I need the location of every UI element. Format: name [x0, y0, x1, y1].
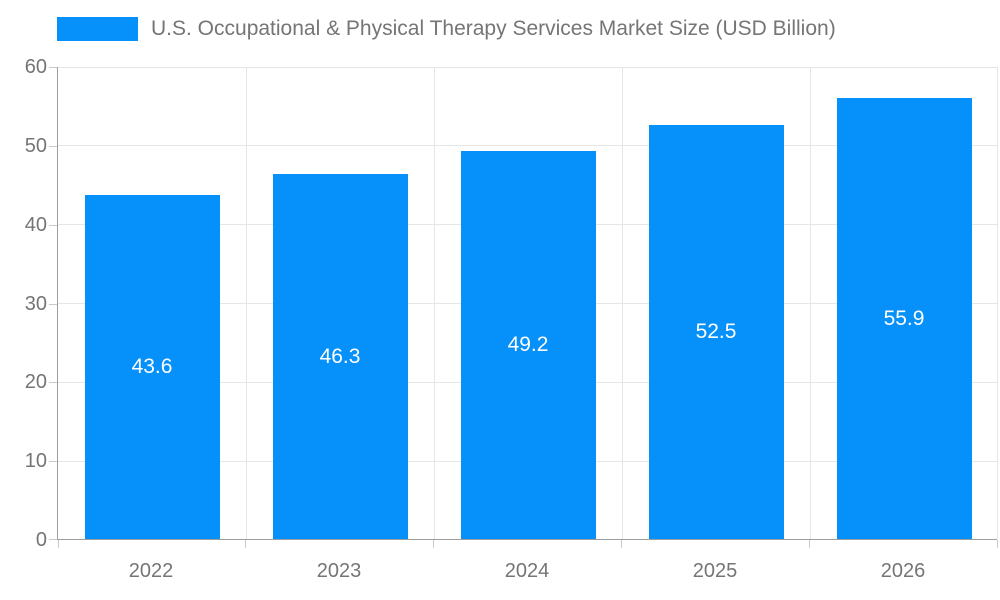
y-axis-label: 60: [24, 56, 47, 78]
x-axis-tick: [58, 540, 59, 548]
x-axis-tick: [621, 540, 622, 548]
y-axis-label: 20: [24, 371, 47, 394]
y-axis-label: 0: [35, 529, 47, 551]
gridline-vertical: [997, 67, 998, 539]
x-axis-label: 2026: [880, 560, 926, 582]
bar-value-label: 55.9: [883, 306, 925, 330]
bar[interactable]: 46.3: [272, 174, 408, 539]
x-axis-label: 2023: [316, 560, 362, 582]
gridline-vertical: [622, 67, 623, 539]
bar[interactable]: 43.6: [84, 195, 220, 539]
chart-title: U.S. Occupational & Physical Therapy Ser…: [151, 17, 836, 40]
y-axis-tick: [49, 539, 57, 540]
y-axis-label: 40: [24, 213, 47, 236]
x-axis-tick: [245, 540, 246, 548]
y-axis-tick: [49, 67, 57, 68]
x-axis-tick: [997, 540, 998, 548]
bar-value-label: 49.2: [507, 333, 549, 357]
bar[interactable]: 55.9: [836, 98, 972, 539]
gridline-vertical: [246, 67, 247, 539]
y-axis-tick: [49, 224, 57, 226]
y-axis-tick: [49, 145, 57, 147]
x-axis-label: 2025: [692, 560, 738, 582]
bar[interactable]: 52.5: [648, 125, 784, 539]
x-axis-label: 2024: [504, 560, 550, 582]
gridline-vertical: [434, 67, 435, 539]
gridline-vertical: [810, 67, 811, 539]
y-axis-tick: [49, 382, 57, 384]
bar[interactable]: 49.2: [460, 151, 596, 539]
x-axis-tick: [809, 540, 810, 548]
y-axis-label: 30: [24, 292, 47, 315]
legend-swatch: [57, 17, 138, 41]
bar-value-label: 46.3: [319, 344, 361, 368]
y-axis-tick: [49, 303, 57, 305]
gridline-horizontal: [58, 145, 997, 147]
y-axis-label: 10: [24, 450, 47, 473]
bar-value-label: 52.5: [695, 320, 737, 344]
gridline-horizontal: [58, 66, 997, 68]
y-axis-label: 50: [24, 134, 47, 157]
y-axis-tick: [49, 461, 57, 463]
legend: U.S. Occupational & Physical Therapy Ser…: [57, 17, 836, 41]
x-axis-tick: [433, 540, 434, 548]
plot-area: 43.6 46.3 49.2 52.5 55.9: [49, 66, 998, 548]
x-axis-label: 2022: [128, 560, 174, 582]
bar-value-label: 43.6: [131, 355, 173, 379]
